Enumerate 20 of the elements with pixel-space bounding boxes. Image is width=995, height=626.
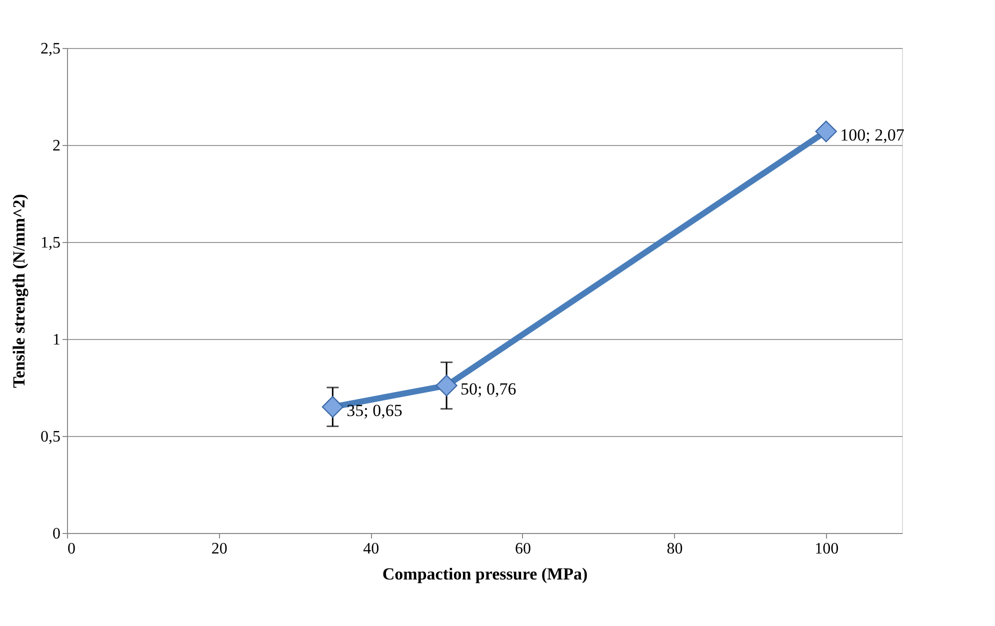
x-tick-label: 40 <box>363 540 380 558</box>
data-label: 50; 0,76 <box>460 380 516 399</box>
x-axis-title: Compaction pressure (MPa) <box>382 564 588 584</box>
data-label: 100; 2,07 <box>840 125 905 144</box>
y-tick-label: 0,5 <box>40 428 60 446</box>
y-tick-label: 2 <box>52 138 60 154</box>
x-tick-label: 20 <box>211 540 228 558</box>
y-tick-label: 0 <box>52 526 60 542</box>
point <box>436 374 458 396</box>
x-tick-label: 0 <box>68 540 76 558</box>
x-tick-label: 100 <box>814 540 839 558</box>
y-tick-label: 1 <box>52 332 60 348</box>
y-axis-title: Tensile strength (N/mm^2) <box>10 194 28 388</box>
y-tick-label: 2,5 <box>40 40 60 58</box>
data-label: 35; 0,65 <box>346 400 402 420</box>
x-tick-label: 80 <box>666 540 683 558</box>
point <box>322 396 344 418</box>
y-tick-label: 1,5 <box>40 234 60 252</box>
point <box>815 120 837 142</box>
x-tick-label: 60 <box>514 540 531 558</box>
